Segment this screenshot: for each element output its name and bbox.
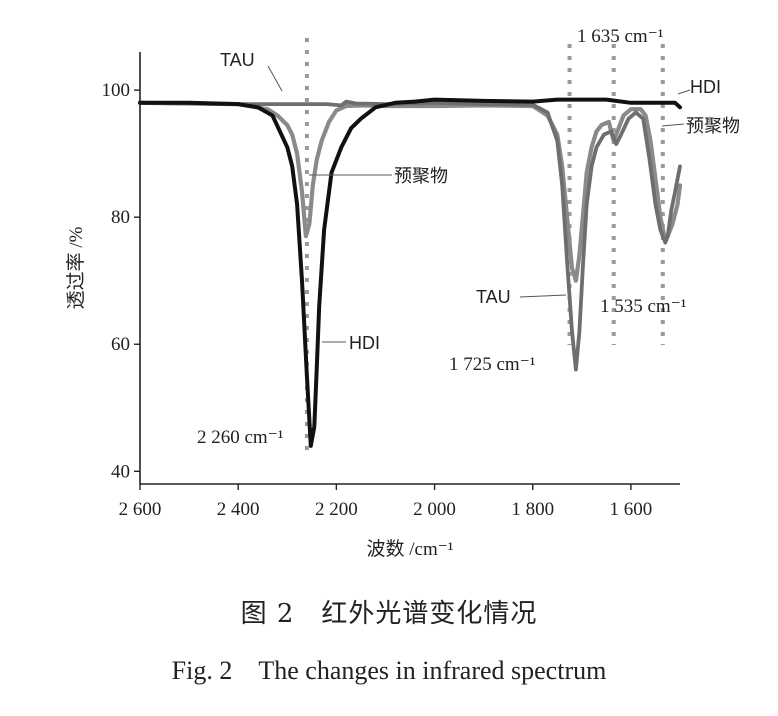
series-line-tau: [138, 99, 682, 372]
prepolymer-right-label: 预聚物: [686, 116, 740, 136]
x-tick-label: 2 200: [315, 499, 358, 520]
caption-english: Fig. 2 The changes in infrared spectrum: [171, 656, 607, 685]
caption-chinese: 图 2 红外光谱变化情况: [240, 599, 538, 629]
x-tick-label: 2 400: [217, 499, 260, 520]
prepolymer-left-label: 预聚物: [394, 166, 448, 186]
hdi-left-label: HDI: [349, 333, 380, 353]
prepolymer-right-leader: [661, 123, 685, 127]
series-line-prepolymer: [137, 100, 683, 283]
x-tick-label: 1 600: [610, 499, 653, 520]
y-tick-label: 100: [102, 80, 131, 101]
y-axis-title: 透过率 /%: [65, 226, 87, 309]
peak-1535-label: 1 535 cm⁻¹: [600, 296, 687, 317]
axes: [139, 52, 680, 485]
y-tick-label: 80: [111, 207, 130, 228]
x-tick-label: 1 800: [511, 499, 554, 520]
hdi-right-leader: [677, 89, 691, 95]
x-tick-label: 2 600: [119, 499, 162, 520]
x-axis-title: 波数 /cm⁻¹: [367, 538, 454, 560]
peak-1635-label: 1 635 cm⁻¹: [577, 26, 664, 47]
tau-left-leader: [267, 65, 283, 92]
series-line-hdi: [138, 97, 682, 448]
ticks: 40 60 80 100 2 600 2 400 2 200 2 000 1 800 1 600: [102, 80, 653, 520]
series-group: [137, 97, 683, 448]
hdi-right-label: HDI: [690, 77, 721, 97]
tau-left-label: TAU: [220, 50, 255, 70]
peak-1725-label: 1 725 cm⁻¹: [449, 354, 536, 375]
y-tick-label: 60: [111, 334, 130, 355]
y-tick-label: 40: [111, 461, 130, 482]
annotations: TAU 预聚物 HDI TAU HDI 预聚物 2 260 cm⁻¹ 1 725…: [197, 26, 740, 448]
tau-right-leader: [519, 294, 567, 298]
x-tick-label: 2 000: [413, 499, 456, 520]
reference-lines: [304, 38, 665, 452]
peak-2260-label: 2 260 cm⁻¹: [197, 427, 284, 448]
tau-right-label: TAU: [476, 287, 511, 307]
